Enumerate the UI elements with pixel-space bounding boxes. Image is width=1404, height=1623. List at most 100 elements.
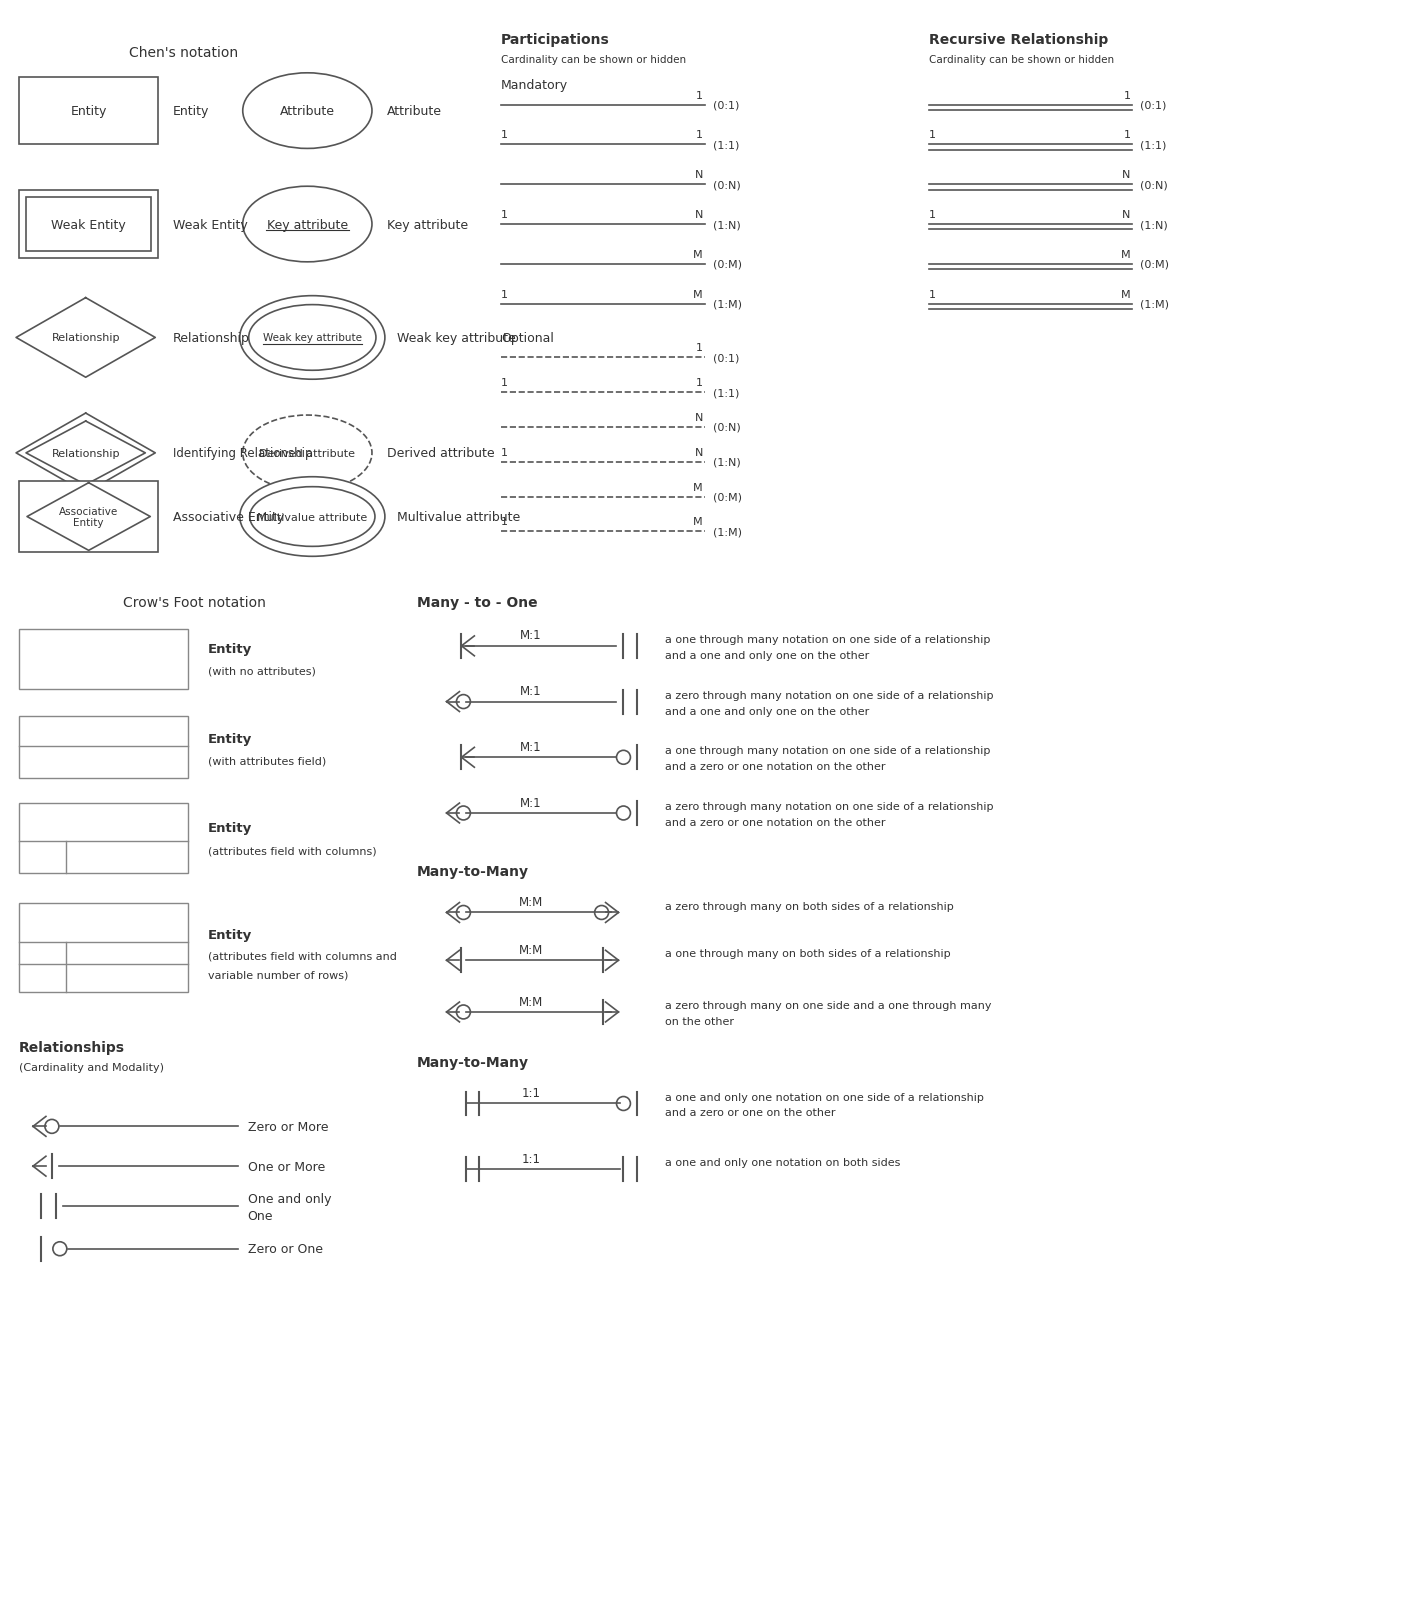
Text: a one and only one notation on both sides: a one and only one notation on both side… [665,1157,900,1167]
Text: N: N [1122,170,1130,180]
Text: (0:N): (0:N) [1140,180,1168,190]
Text: N: N [695,209,703,221]
Text: 1: 1 [928,289,935,300]
Text: N: N [695,448,703,458]
Text: (1:1): (1:1) [1140,140,1167,151]
Text: M: M [694,250,703,260]
Text: Crow's Foot notation: Crow's Foot notation [124,596,267,610]
Text: Weak Entity: Weak Entity [52,219,126,232]
Text: (with no attributes): (with no attributes) [208,667,316,677]
Text: (1:N): (1:N) [1140,219,1168,230]
Text: Associative Entity: Associative Entity [173,511,285,524]
Text: Chen's notation: Chen's notation [129,45,237,60]
Text: M: M [694,482,703,492]
Text: Optional: Optional [501,331,555,344]
Text: 1: 1 [501,130,508,141]
Text: M:M: M:M [519,896,543,909]
Ellipse shape [249,305,376,372]
Text: M: M [1120,250,1130,260]
Text: N: N [695,412,703,422]
Text: M:M: M:M [519,995,543,1008]
Text: and a one and only one on the other: and a one and only one on the other [665,706,869,716]
Text: Attribute: Attribute [388,105,442,118]
Text: Mandatory: Mandatory [501,80,569,93]
Text: Weak key attribute: Weak key attribute [397,331,515,344]
Text: (0:1): (0:1) [713,354,740,364]
Text: 1: 1 [928,130,935,141]
Text: Derived attribute: Derived attribute [388,446,494,459]
Text: (attributes field with columns): (attributes field with columns) [208,846,376,857]
Text: Many-to-Many: Many-to-Many [417,863,529,878]
Text: Entity: Entity [208,821,253,834]
Bar [20,78,159,146]
Text: Entity: Entity [173,105,209,118]
Text: 1:1: 1:1 [521,1086,541,1099]
Text: Key attribute: Key attribute [267,219,348,232]
Text: a one through many notation on one side of a relationship: a one through many notation on one side … [665,747,991,756]
Text: One and only: One and only [247,1191,331,1204]
Text: Recursive Relationship: Recursive Relationship [928,32,1108,47]
Text: Many - to - One: Many - to - One [417,596,538,610]
Text: M:1: M:1 [521,630,542,643]
Ellipse shape [240,297,385,380]
Text: Relationships: Relationships [20,1040,125,1053]
Text: and a zero or one notation on the other: and a zero or one notation on the other [665,761,886,773]
Ellipse shape [243,415,372,492]
Text: Identifying Relationship: Identifying Relationship [173,446,313,459]
Text: and a zero or one on the other: and a zero or one on the other [665,1109,835,1118]
Bar [20,902,188,992]
Text: a one through many on both sides of a relationship: a one through many on both sides of a re… [665,949,951,959]
Text: 1: 1 [501,378,508,388]
Text: 1: 1 [501,289,508,300]
Text: 1: 1 [1123,130,1130,141]
Text: 1: 1 [928,209,935,221]
Text: Entity: Entity [208,928,253,941]
Ellipse shape [243,73,372,149]
Text: a zero through many on both sides of a relationship: a zero through many on both sides of a r… [665,901,953,911]
Text: N: N [695,170,703,180]
Bar [20,630,188,690]
Bar [20,482,159,553]
Text: a one and only one notation on one side of a relationship: a one and only one notation on one side … [665,1092,984,1102]
Text: Derived attribute: Derived attribute [260,448,355,459]
Text: 1: 1 [501,209,508,221]
Text: Relationship: Relationship [173,331,250,344]
Text: (0:1): (0:1) [1140,101,1167,110]
Text: (1:N): (1:N) [713,458,741,467]
Text: and a one and only one on the other: and a one and only one on the other [665,651,869,661]
Text: Attribute: Attribute [279,105,336,118]
Text: (1:M): (1:M) [713,527,741,537]
Text: (0:N): (0:N) [713,180,741,190]
Text: (1:1): (1:1) [713,388,740,398]
Text: (0:M): (0:M) [713,260,741,269]
Text: M:1: M:1 [521,685,542,698]
Ellipse shape [240,477,385,557]
Text: Weak Entity: Weak Entity [173,219,249,232]
Text: 1: 1 [696,130,703,141]
Text: (1:M): (1:M) [1140,299,1170,310]
Bar [20,803,188,873]
Text: a zero through many notation on one side of a relationship: a zero through many notation on one side… [665,690,994,700]
Text: Cardinality can be shown or hidden: Cardinality can be shown or hidden [501,55,687,65]
Text: (1:M): (1:M) [713,299,741,310]
Text: a zero through many on one side and a one through many: a zero through many on one side and a on… [665,1000,991,1011]
Text: M:1: M:1 [521,795,542,808]
Text: (1:N): (1:N) [713,219,741,230]
Text: 1: 1 [696,342,703,354]
Text: variable number of rows): variable number of rows) [208,969,348,980]
Text: (1:1): (1:1) [713,140,740,151]
Bar [20,717,188,779]
Text: Multivalue attribute: Multivalue attribute [397,511,519,524]
Text: Weak key attribute: Weak key attribute [263,333,362,342]
Text: M:1: M:1 [521,740,542,753]
Text: a one through many notation on one side of a relationship: a one through many notation on one side … [665,635,991,644]
Text: Cardinality can be shown or hidden: Cardinality can be shown or hidden [928,55,1113,65]
Text: Relationship: Relationship [52,448,119,459]
Text: M: M [694,518,703,527]
Text: 1: 1 [1123,91,1130,101]
Text: Entity: Entity [208,732,253,745]
Text: a zero through many notation on one side of a relationship: a zero through many notation on one side… [665,802,994,812]
Text: M:M: M:M [519,943,543,956]
Text: Entity: Entity [70,105,107,118]
Text: Relationship: Relationship [52,333,119,342]
